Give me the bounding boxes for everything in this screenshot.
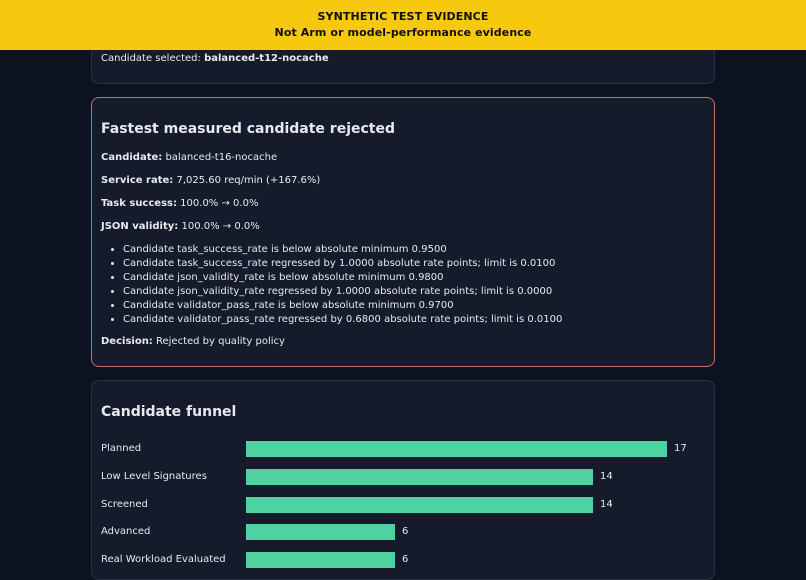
- rejected-title: Fastest measured candidate rejected: [101, 121, 395, 137]
- funnel-bar: [246, 524, 395, 540]
- funnel-row-label: Screened: [101, 499, 148, 510]
- synthetic-evidence-banner: SYNTHETIC TEST EVIDENCE Not Arm or model…: [0, 0, 806, 50]
- funnel-row-label: Low Level Signatures: [101, 471, 207, 482]
- reason-item: Candidate validator_pass_rate is below a…: [123, 299, 562, 313]
- task-success-field: Task success: 100.0% → 0.0%: [101, 198, 258, 209]
- candidate-selected: Candidate selected: balanced-t12-nocache: [101, 53, 329, 64]
- banner-subtitle: Not Arm or model-performance evidence: [274, 26, 532, 39]
- task-success-value: 100.0% → 0.0%: [180, 198, 259, 209]
- funnel-count: 6: [402, 526, 409, 537]
- candidate-value: balanced-t16-nocache: [165, 152, 278, 163]
- candidate-label: Candidate:: [101, 152, 163, 163]
- funnel-row-label: Planned: [101, 443, 142, 454]
- funnel-row: Planned 17: [101, 441, 701, 457]
- rejection-reasons: Candidate task_success_rate is below abs…: [101, 243, 562, 327]
- decision-value: Rejected by quality policy: [156, 336, 285, 347]
- funnel-bar: [246, 497, 593, 513]
- banner-title: SYNTHETIC TEST EVIDENCE: [317, 10, 489, 23]
- funnel-row: Low Level Signatures 14: [101, 469, 701, 485]
- funnel-row: Screened 14: [101, 497, 701, 513]
- reason-item: Candidate json_validity_rate is below ab…: [123, 271, 562, 285]
- candidate-selected-value: balanced-t12-nocache: [204, 53, 329, 64]
- funnel-title: Candidate funnel: [101, 404, 237, 420]
- decision-label: Decision:: [101, 336, 153, 347]
- task-success-label: Task success:: [101, 198, 177, 209]
- reason-item: Candidate validator_pass_rate regressed …: [123, 313, 562, 327]
- reason-item: Candidate task_success_rate is below abs…: [123, 243, 562, 257]
- funnel-count: 14: [600, 471, 613, 482]
- funnel-row-label: Advanced: [101, 526, 151, 537]
- json-validity-field: JSON validity: 100.0% → 0.0%: [101, 221, 260, 232]
- json-validity-label: JSON validity:: [101, 221, 179, 232]
- service-rate-label: Service rate:: [101, 175, 174, 186]
- funnel-row: Real Workload Evaluated 6: [101, 552, 701, 568]
- funnel-row: Advanced 6: [101, 524, 701, 540]
- funnel-bar: [246, 552, 395, 568]
- candidate-field: Candidate: balanced-t16-nocache: [101, 152, 277, 163]
- candidate-funnel-card: Candidate funnel Planned 17 Low Level Si…: [91, 380, 715, 580]
- rejected-candidate-card: Fastest measured candidate rejected Cand…: [91, 97, 715, 367]
- json-validity-value: 100.0% → 0.0%: [181, 221, 260, 232]
- decision-field: Decision: Rejected by quality policy: [101, 336, 285, 347]
- funnel-bar: [246, 469, 593, 485]
- reason-item: Candidate json_validity_rate regressed b…: [123, 285, 562, 299]
- funnel-count: 17: [674, 443, 687, 454]
- reason-item: Candidate task_success_rate regressed by…: [123, 257, 562, 271]
- funnel-count: 14: [600, 499, 613, 510]
- service-rate-field: Service rate: 7,025.60 req/min (+167.6%): [101, 175, 320, 186]
- service-rate-value: 7,025.60 req/min (+167.6%): [176, 175, 321, 186]
- candidate-selected-label: Candidate selected:: [101, 53, 201, 64]
- funnel-bar: [246, 441, 667, 457]
